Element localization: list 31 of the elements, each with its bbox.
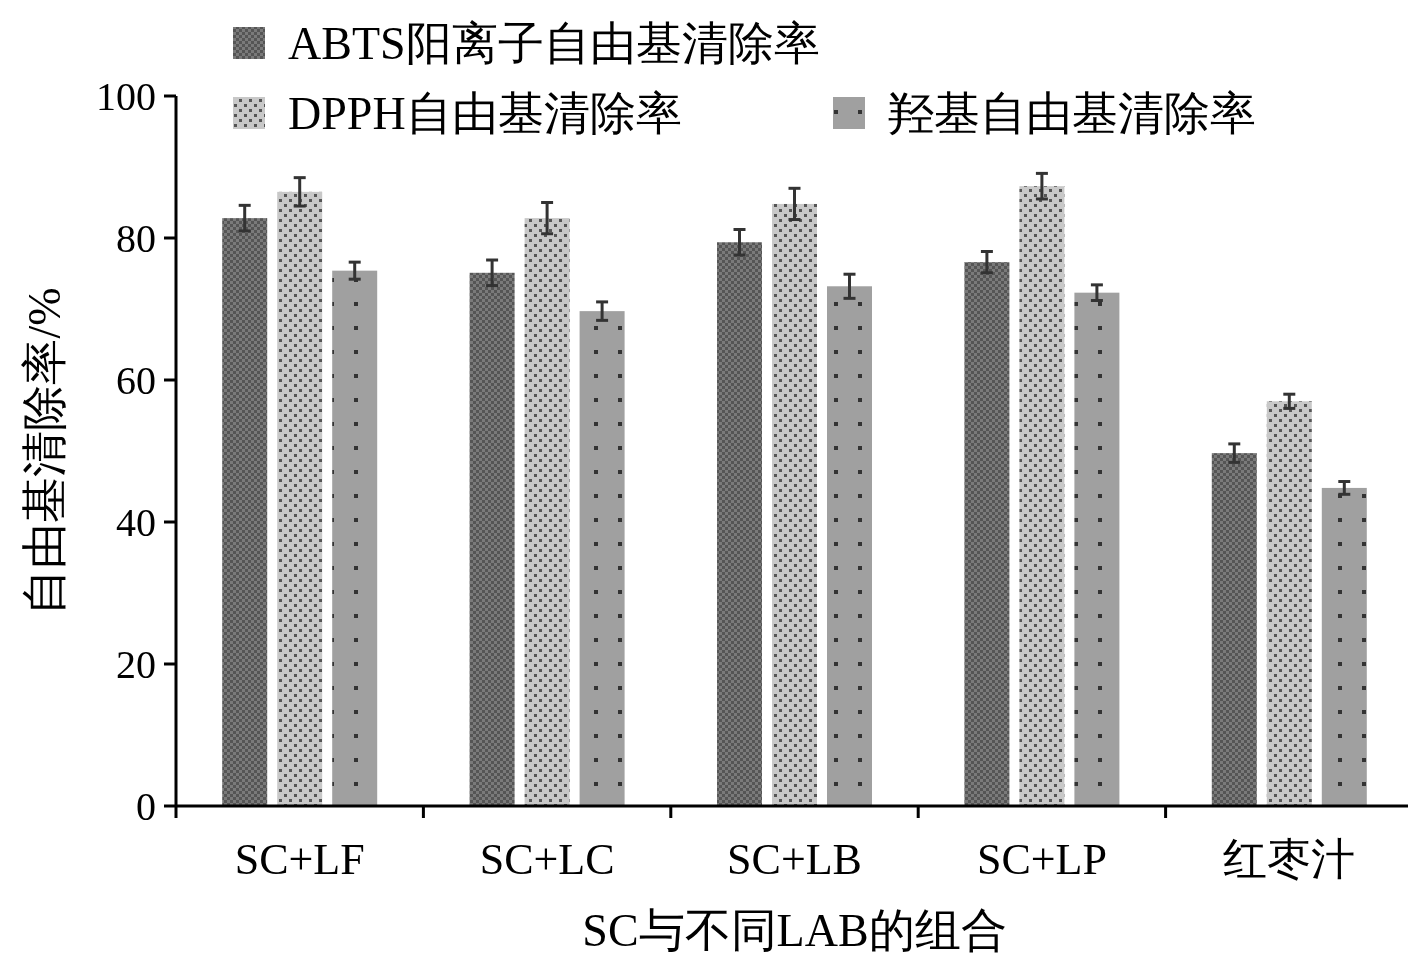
bar (1266, 401, 1312, 806)
y-tick-label: 40 (116, 500, 156, 545)
y-tick-label: 0 (136, 784, 156, 829)
x-tick-label: SC+LP (976, 835, 1107, 884)
bar (469, 272, 515, 806)
x-tick-label: SC+LF (234, 835, 365, 884)
legend-label: ABTS阳离子自由基清除率 (288, 18, 820, 70)
x-tick-label: 红枣汁 (1223, 835, 1356, 884)
bar (1211, 453, 1257, 806)
bar (332, 270, 378, 806)
bar (579, 311, 625, 806)
x-axis-title: SC与不同LAB的组合 (582, 905, 1007, 956)
bar (717, 242, 762, 806)
y-tick-label: 100 (96, 74, 156, 119)
y-tick-label: 20 (116, 642, 156, 687)
bar (277, 191, 323, 806)
x-tick-label: SC+LB (727, 835, 862, 884)
bar (772, 203, 817, 806)
y-tick-label: 60 (116, 358, 156, 403)
legend-label: DPPH自由基清除率 (288, 88, 682, 140)
bar (222, 218, 268, 806)
bar (1321, 487, 1367, 806)
x-tick-label: SC+LC (479, 835, 615, 884)
bar (964, 262, 1010, 806)
y-axis-title: 自由基清除率/% (19, 287, 70, 615)
y-tick-label: 80 (116, 216, 156, 261)
bar (827, 286, 872, 806)
bar (1074, 292, 1120, 806)
bar (1019, 186, 1065, 806)
legend-label: 羟基自由基清除率 (888, 88, 1256, 140)
bar (524, 218, 570, 806)
